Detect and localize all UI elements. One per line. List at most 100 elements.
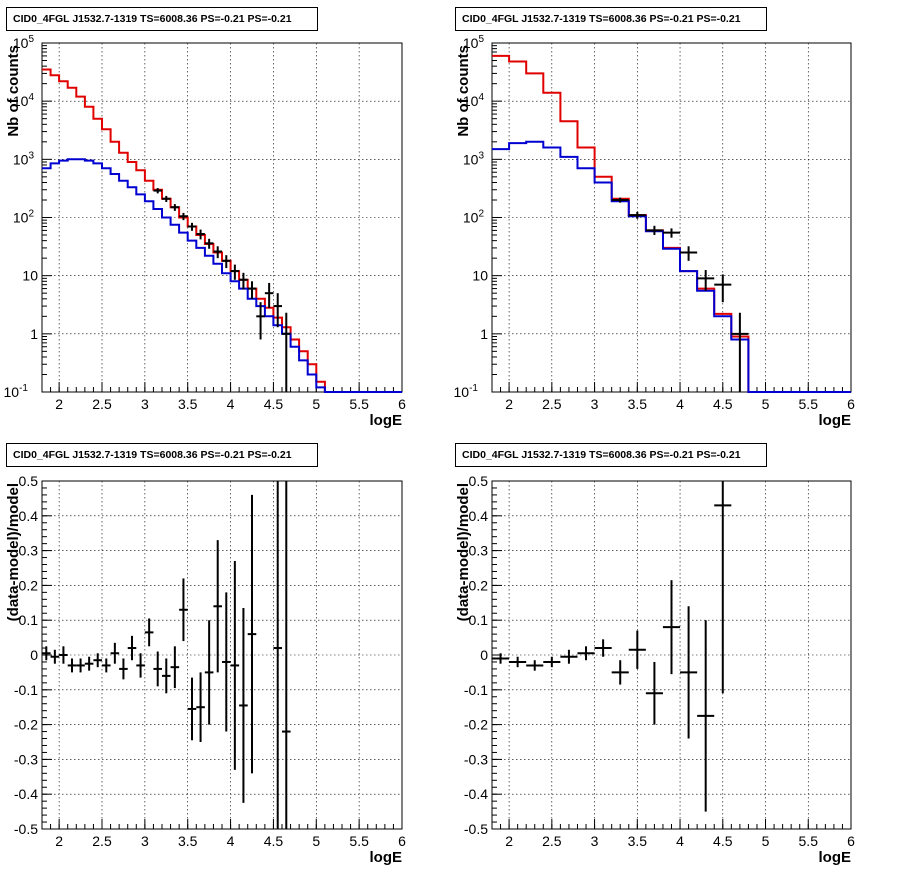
data-point: [93, 653, 102, 668]
y-tick-label: 0.5: [19, 473, 39, 489]
x-tick-label: 2: [505, 833, 513, 849]
y-tick-label: 102: [13, 209, 35, 226]
x-tick-label: 2: [55, 833, 63, 849]
x-axis-label: logE: [370, 849, 403, 866]
y-axis-label: Nb of counts: [5, 45, 22, 137]
data-point: [230, 561, 240, 770]
x-tick-label: 3.5: [628, 396, 648, 412]
x-tick-label: 2: [55, 396, 63, 412]
data-point: [179, 212, 188, 221]
y-tick-label: 0.3: [469, 543, 489, 559]
data-point: [162, 658, 171, 694]
y-tick-label: 102: [463, 209, 485, 226]
y-tick-label: 0: [30, 647, 38, 663]
y-tick-label: -0.1: [464, 682, 488, 698]
y-tick-label: 0.2: [469, 577, 489, 593]
y-tick-label: 103: [13, 150, 35, 167]
y-tick-label: -0.4: [464, 786, 488, 802]
x-axis-label: logE: [819, 849, 852, 866]
x-tick-label: 6: [398, 396, 406, 412]
x-tick-label: 5: [312, 396, 320, 412]
x-tick-label: 2.5: [542, 396, 562, 412]
data-point: [697, 620, 715, 812]
y-tick-label: -0.3: [464, 751, 488, 767]
x-tick-label: 3: [591, 396, 599, 412]
x-tick-label: 3.5: [178, 396, 198, 412]
data-point: [273, 481, 282, 829]
panel-title-top-right: CID0_4FGL J1532.7-1319 TS=6008.36 PS=-0.…: [455, 7, 767, 31]
data-point: [731, 312, 749, 392]
data-point: [119, 658, 128, 680]
x-tick-label: 2.5: [542, 833, 562, 849]
data-point: [256, 302, 265, 340]
y-tick-label: 1: [480, 326, 488, 342]
data-point: [282, 312, 291, 392]
y-tick-label: 0.2: [19, 577, 39, 593]
x-tick-label: 5.5: [349, 396, 369, 412]
data-point: [239, 608, 248, 803]
data-point: [153, 188, 162, 194]
data-point: [196, 672, 205, 742]
data-point: [680, 246, 698, 261]
data-point: [153, 651, 162, 687]
data-point: [264, 282, 274, 308]
y-tick-label: 10: [22, 268, 38, 284]
y-tick-label: -0.2: [14, 717, 38, 733]
data-point: [662, 228, 681, 238]
data-point: [645, 225, 663, 236]
data-point: [42, 646, 51, 661]
data-point: [162, 195, 171, 202]
x-tick-label: 3: [591, 833, 599, 849]
x-tick-label: 5: [312, 833, 320, 849]
x-tick-label: 3: [141, 833, 149, 849]
data-point: [84, 656, 94, 671]
data-point: [492, 653, 510, 664]
data-point: [230, 264, 240, 280]
y-axis-label: (data-model)/model: [455, 483, 472, 621]
data-point: [628, 211, 646, 219]
x-tick-label: 5.5: [349, 833, 369, 849]
data-point: [714, 481, 732, 694]
y-tick-label: -0.5: [464, 821, 488, 837]
data-point: [628, 630, 646, 669]
data-point: [204, 238, 214, 249]
panel-title-top-left: CID0_4FGL J1532.7-1319 TS=6008.36 PS=-0.…: [6, 7, 318, 31]
data-point: [526, 660, 544, 671]
y-tick-label: 0.3: [19, 543, 39, 559]
data-point: [110, 642, 120, 664]
data-point: [697, 270, 715, 291]
data-point: [179, 578, 188, 642]
x-tick-label: 6: [847, 396, 855, 412]
data-point: [577, 646, 595, 661]
data-point: [662, 580, 681, 675]
plot-frame: [491, 42, 852, 393]
x-tick-label: 2.5: [92, 396, 112, 412]
data-point: [136, 653, 145, 678]
data-point: [543, 656, 561, 668]
x-tick-label: 5.5: [799, 396, 819, 412]
x-tick-label: 2: [505, 396, 513, 412]
chart-tr: 2 2.5 3 3.5 4 4.5 5 5.5 6logE10-1110102103104105…: [454, 34, 856, 429]
data-point: [247, 281, 257, 299]
y-tick-label: 10: [472, 268, 488, 284]
data-point: [170, 646, 180, 689]
y-tick-label: 0.5: [469, 473, 489, 489]
y-tick-label: 1: [30, 326, 38, 342]
data-point: [273, 293, 282, 328]
data-point: [611, 197, 629, 203]
x-tick-label: 5.5: [799, 833, 819, 849]
data-point: [222, 592, 231, 732]
x-tick-label: 6: [398, 833, 406, 849]
y-tick-label: 0.1: [469, 612, 489, 628]
data-point: [50, 649, 60, 664]
y-tick-label: 103: [463, 150, 485, 167]
y-axis-label: (data-model)/model: [5, 483, 22, 621]
total-model-histogram: [42, 68, 402, 393]
x-tick-label: 3.5: [628, 833, 648, 849]
y-tick-label: -0.3: [14, 751, 38, 767]
x-tick-label: 2.5: [92, 833, 112, 849]
data-point: [680, 606, 698, 739]
data-point: [144, 618, 154, 647]
data-point: [76, 658, 85, 673]
